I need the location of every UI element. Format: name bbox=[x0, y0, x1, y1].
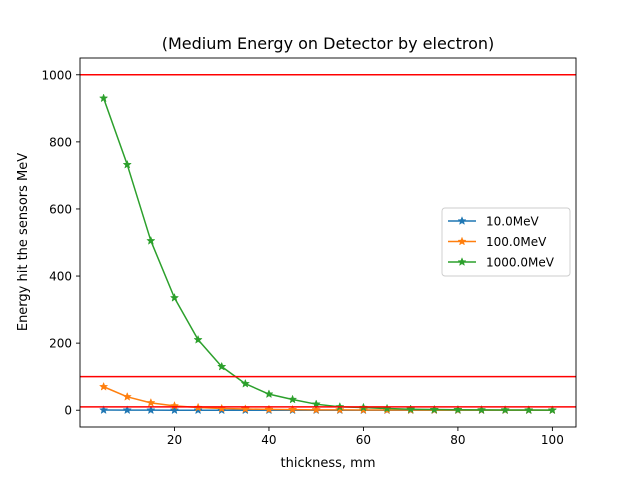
y-tick-label-5: 1000 bbox=[41, 68, 72, 82]
series-2-point-4 bbox=[193, 334, 203, 344]
series-2-point-5 bbox=[217, 361, 227, 371]
series-0-point-2 bbox=[146, 405, 156, 415]
series-1-point-6 bbox=[240, 404, 250, 414]
x-tick-label-0: 20 bbox=[167, 433, 182, 447]
y-tick-label-1: 200 bbox=[49, 337, 72, 351]
legend-label-1: 100.0MeV bbox=[486, 235, 547, 249]
series-1-point-8 bbox=[287, 404, 298, 414]
series-2-point-17 bbox=[500, 405, 510, 414]
y-axis-label: Energy hit the sensors MeV bbox=[16, 153, 31, 331]
data-layer bbox=[98, 93, 558, 415]
series-2-point-7 bbox=[264, 389, 274, 399]
x-tick-label-2: 60 bbox=[356, 433, 371, 447]
legend-label-0: 10.0MeV bbox=[486, 215, 539, 229]
series-2-point-14 bbox=[429, 404, 439, 414]
x-tick-label-4: 100 bbox=[541, 433, 564, 447]
legend-label-2: 1000.0MeV bbox=[486, 256, 555, 270]
chart-title: (Medium Energy on Detector by electron) bbox=[162, 34, 495, 53]
series-0-point-4 bbox=[193, 405, 203, 415]
y-tick-label-3: 600 bbox=[49, 202, 72, 216]
plot-frame bbox=[79, 57, 577, 428]
series-2-point-3 bbox=[169, 292, 180, 302]
series-2-point-16 bbox=[476, 404, 487, 414]
series-0-point-1 bbox=[122, 405, 132, 415]
series-2-point-13 bbox=[406, 404, 416, 414]
series-2-point-1 bbox=[122, 159, 132, 169]
x-axis-label: thickness, mm bbox=[281, 456, 376, 471]
series-0-point-3 bbox=[169, 405, 180, 415]
series-2-point-19 bbox=[547, 405, 558, 415]
series-2-point-0 bbox=[98, 93, 109, 103]
y-axis-ticks: 0 200 400 600 800 1000 bbox=[41, 68, 80, 418]
series-0-point-0 bbox=[98, 405, 109, 415]
series-2-point-6 bbox=[240, 378, 250, 388]
series-1-point-9 bbox=[311, 404, 321, 414]
legend-box bbox=[441, 207, 571, 277]
series-1-point-0 bbox=[98, 381, 109, 391]
series-line-2 bbox=[102, 97, 553, 411]
legend-marker-0 bbox=[457, 216, 467, 225]
legend-marker-2 bbox=[457, 257, 467, 266]
y-tick-label-0: 0 bbox=[64, 404, 72, 418]
series-1-point-10 bbox=[335, 404, 345, 414]
x-axis-ticks: 20 40 60 80 100 bbox=[167, 427, 564, 447]
series-2-point-18 bbox=[524, 405, 534, 415]
series-2-point-15 bbox=[453, 404, 463, 414]
y-tick-label-2: 400 bbox=[49, 270, 72, 284]
series-2-point-8 bbox=[287, 394, 298, 404]
series-2-point-9 bbox=[311, 399, 321, 409]
series-1-point-3 bbox=[169, 400, 180, 410]
series-1-point-7 bbox=[264, 404, 274, 414]
plot-area bbox=[79, 57, 577, 428]
series-2-point-2 bbox=[146, 235, 156, 245]
series-1-point-2 bbox=[146, 397, 156, 407]
x-tick-label-1: 40 bbox=[261, 433, 276, 447]
legend-marker-1 bbox=[457, 236, 467, 246]
x-tick-label-3: 80 bbox=[450, 433, 465, 447]
series-1-point-1 bbox=[122, 391, 132, 401]
y-tick-label-4: 800 bbox=[49, 135, 72, 149]
legend: 10.0MeV 100.0MeV 1000.0MeV bbox=[441, 207, 571, 277]
